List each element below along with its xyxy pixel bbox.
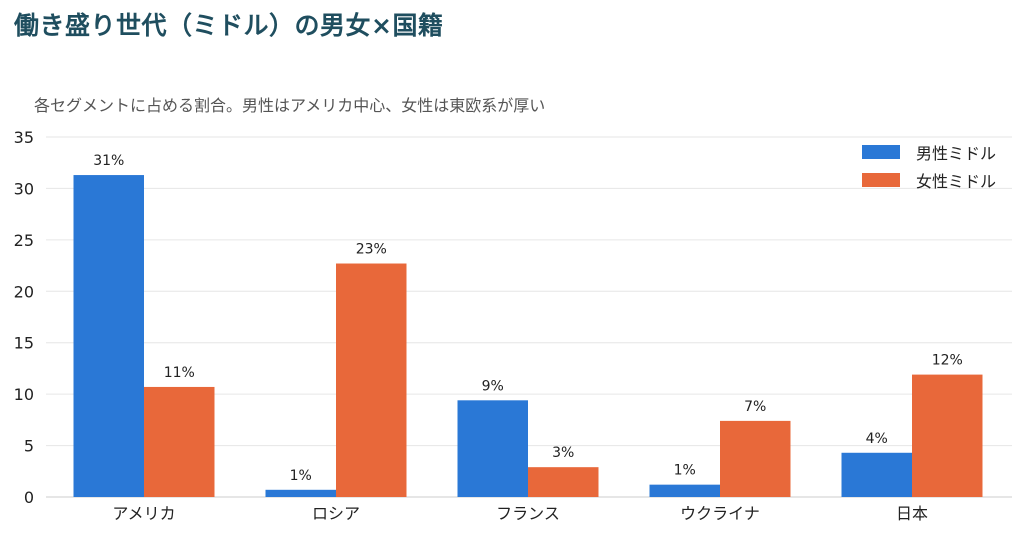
chart-title: 働き盛り世代（ミドル）の男女×国籍 (14, 11, 444, 40)
y-tick-label: 30 (14, 179, 34, 198)
bar-male (265, 489, 336, 497)
legend-label-female: 女性ミドル (915, 172, 996, 191)
legend-label-male: 男性ミドル (915, 144, 996, 163)
data-label: 9% (482, 378, 504, 394)
x-tick-label: 日本 (896, 504, 928, 523)
bar-female (912, 374, 983, 497)
y-tick-label: 5 (24, 437, 34, 456)
data-label: 7% (744, 399, 766, 415)
data-label: 1% (290, 468, 312, 484)
bar-female (720, 420, 791, 497)
bar-female (144, 386, 215, 497)
legend-swatch-female (861, 173, 900, 187)
bar-male (457, 400, 528, 497)
x-tick-label: フランス (496, 504, 560, 523)
legend-item-male: 男性ミドル (861, 138, 996, 166)
y-tick-label: 15 (14, 334, 34, 353)
data-label: 12% (932, 353, 963, 369)
data-label: 3% (552, 445, 574, 461)
x-tick-label: ロシア (312, 504, 360, 523)
bar-female (528, 467, 599, 497)
y-tick-label: 20 (14, 282, 34, 301)
bar-female (336, 263, 407, 497)
legend-item-female: 女性ミドル (861, 166, 996, 194)
data-label: 23% (356, 242, 387, 258)
legend: 男性ミドル 女性ミドル (861, 138, 996, 194)
data-label: 4% (866, 431, 888, 447)
data-label: 11% (164, 365, 195, 381)
bar-male (841, 452, 912, 497)
legend-swatch-male (861, 145, 900, 159)
data-label: 1% (674, 463, 696, 479)
bar-male (649, 484, 720, 497)
y-tick-label: 0 (24, 488, 34, 507)
y-tick-label: 35 (14, 128, 34, 147)
y-tick-label: 25 (14, 231, 34, 250)
y-tick-label: 10 (14, 385, 34, 404)
x-tick-label: ウクライナ (680, 504, 760, 523)
chart-subtitle: 各セグメントに占める割合。男性はアメリカ中心、女性は東欧系が厚い (34, 96, 546, 115)
bar-male (73, 175, 144, 498)
data-label: 31% (93, 153, 124, 169)
x-tick-label: アメリカ (112, 504, 175, 523)
